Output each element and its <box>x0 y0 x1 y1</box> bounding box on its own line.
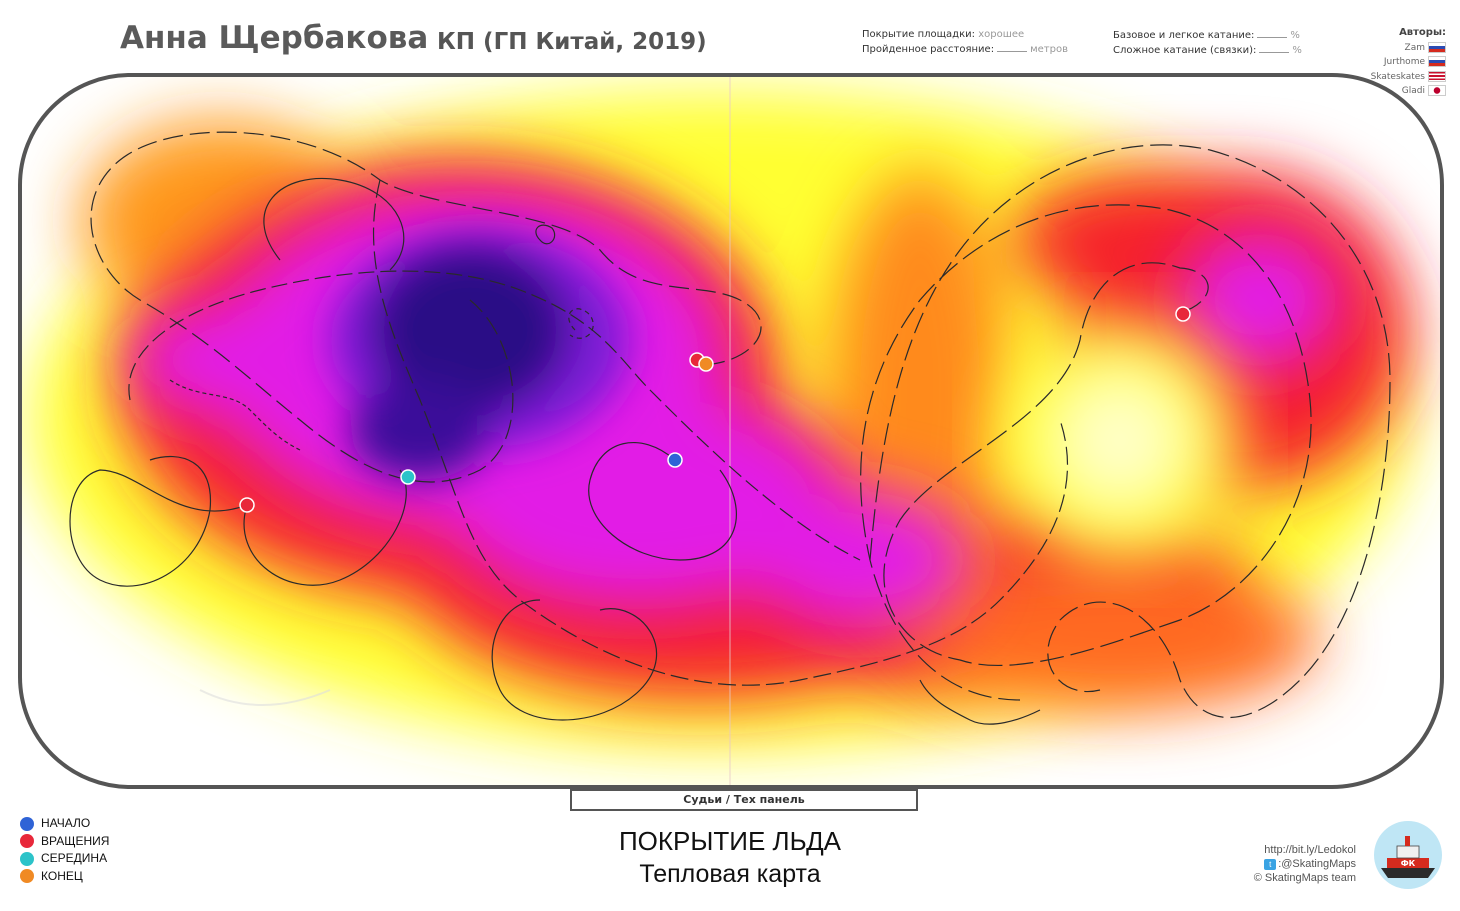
twitter-icon: t <box>1264 858 1277 870</box>
complex-percent: % <box>1292 45 1302 56</box>
coverage-value: хорошее <box>978 29 1025 40</box>
coverage-label: Покрытие площадки: <box>862 29 975 40</box>
rink-border <box>18 73 1444 789</box>
legend-item-spins: ВРАЩЕНИЯ <box>20 833 109 851</box>
stats-left: Покрытие площадки: хорошее Пройденное ра… <box>862 28 1068 57</box>
distance-blank <box>997 42 1028 52</box>
faceoff-arc <box>199 689 331 706</box>
program-title: КП (ГП Китай, 2019) <box>437 29 707 55</box>
authors-heading: Авторы: <box>1399 27 1446 38</box>
flag-ru-icon <box>1428 56 1446 67</box>
basic-blank <box>1257 28 1288 38</box>
spin-marker <box>1175 306 1191 322</box>
caption-subtitle: Тепловая карта <box>639 860 821 888</box>
stats-right: Базовое и легкое катание:% Сложное катан… <box>1113 28 1302 58</box>
judges-panel: Судьи / Тех панель <box>570 789 918 811</box>
skater-name: Анна Щербакова <box>120 20 429 56</box>
author-item: Gladi <box>1371 84 1446 99</box>
heat-peak-layer <box>330 230 630 480</box>
author-item: Jurthome <box>1371 55 1446 70</box>
credits-twitter[interactable]: t:@SkatingMaps <box>1254 857 1356 871</box>
start-dot-icon <box>20 816 34 831</box>
authors-block: Авторы: Zam Jurthome Skateskates Gladi <box>1371 26 1446 99</box>
skating-trajectory <box>69 131 1391 725</box>
flag-us-icon <box>1428 70 1446 82</box>
distance-unit: метров <box>1030 44 1068 55</box>
distance-label: Пройденное расстояние: <box>862 44 995 55</box>
author-item: Zam <box>1371 41 1446 56</box>
end-marker <box>698 356 714 372</box>
flag-jp-icon <box>1428 85 1446 96</box>
basic-percent: % <box>1290 30 1300 41</box>
start-marker <box>667 452 683 468</box>
legend: НАЧАЛО ВРАЩЕНИЯ СЕРЕДИНА КОНЕЦ <box>20 815 109 885</box>
markers <box>239 306 1191 513</box>
credits-team: © SkatingMaps team <box>1253 872 1356 884</box>
legend-item-end: КОНЕЦ <box>20 868 109 886</box>
middle-marker <box>400 469 416 485</box>
caption-title: ПОКРЫТИЕ ЛЬДА <box>618 826 842 856</box>
middle-dot-icon <box>20 851 34 866</box>
heat-hotspot-right <box>1000 320 1240 560</box>
spin-dot-icon <box>20 834 34 849</box>
end-dot-icon <box>20 869 34 884</box>
spin-marker <box>239 497 255 513</box>
basic-skating-label: Базовое и легкое катание: <box>1113 30 1255 41</box>
icebreaker-logo-icon: ФК <box>1374 821 1442 889</box>
legend-item-start: НАЧАЛО <box>20 815 109 833</box>
author-item: Skateskates <box>1371 70 1446 85</box>
credits: http://bit.ly/Ledokol t:@SkatingMaps © S… <box>1254 843 1356 885</box>
legend-item-middle: СЕРЕДИНА <box>20 850 109 868</box>
flag-ru-icon <box>1428 41 1446 53</box>
logo-text: ФК <box>1401 859 1416 868</box>
complex-blank <box>1259 43 1290 53</box>
credits-link[interactable]: http://bit.ly/Ledokol <box>1264 844 1356 856</box>
complex-skating-label: Сложное катание (связки): <box>1113 45 1257 56</box>
